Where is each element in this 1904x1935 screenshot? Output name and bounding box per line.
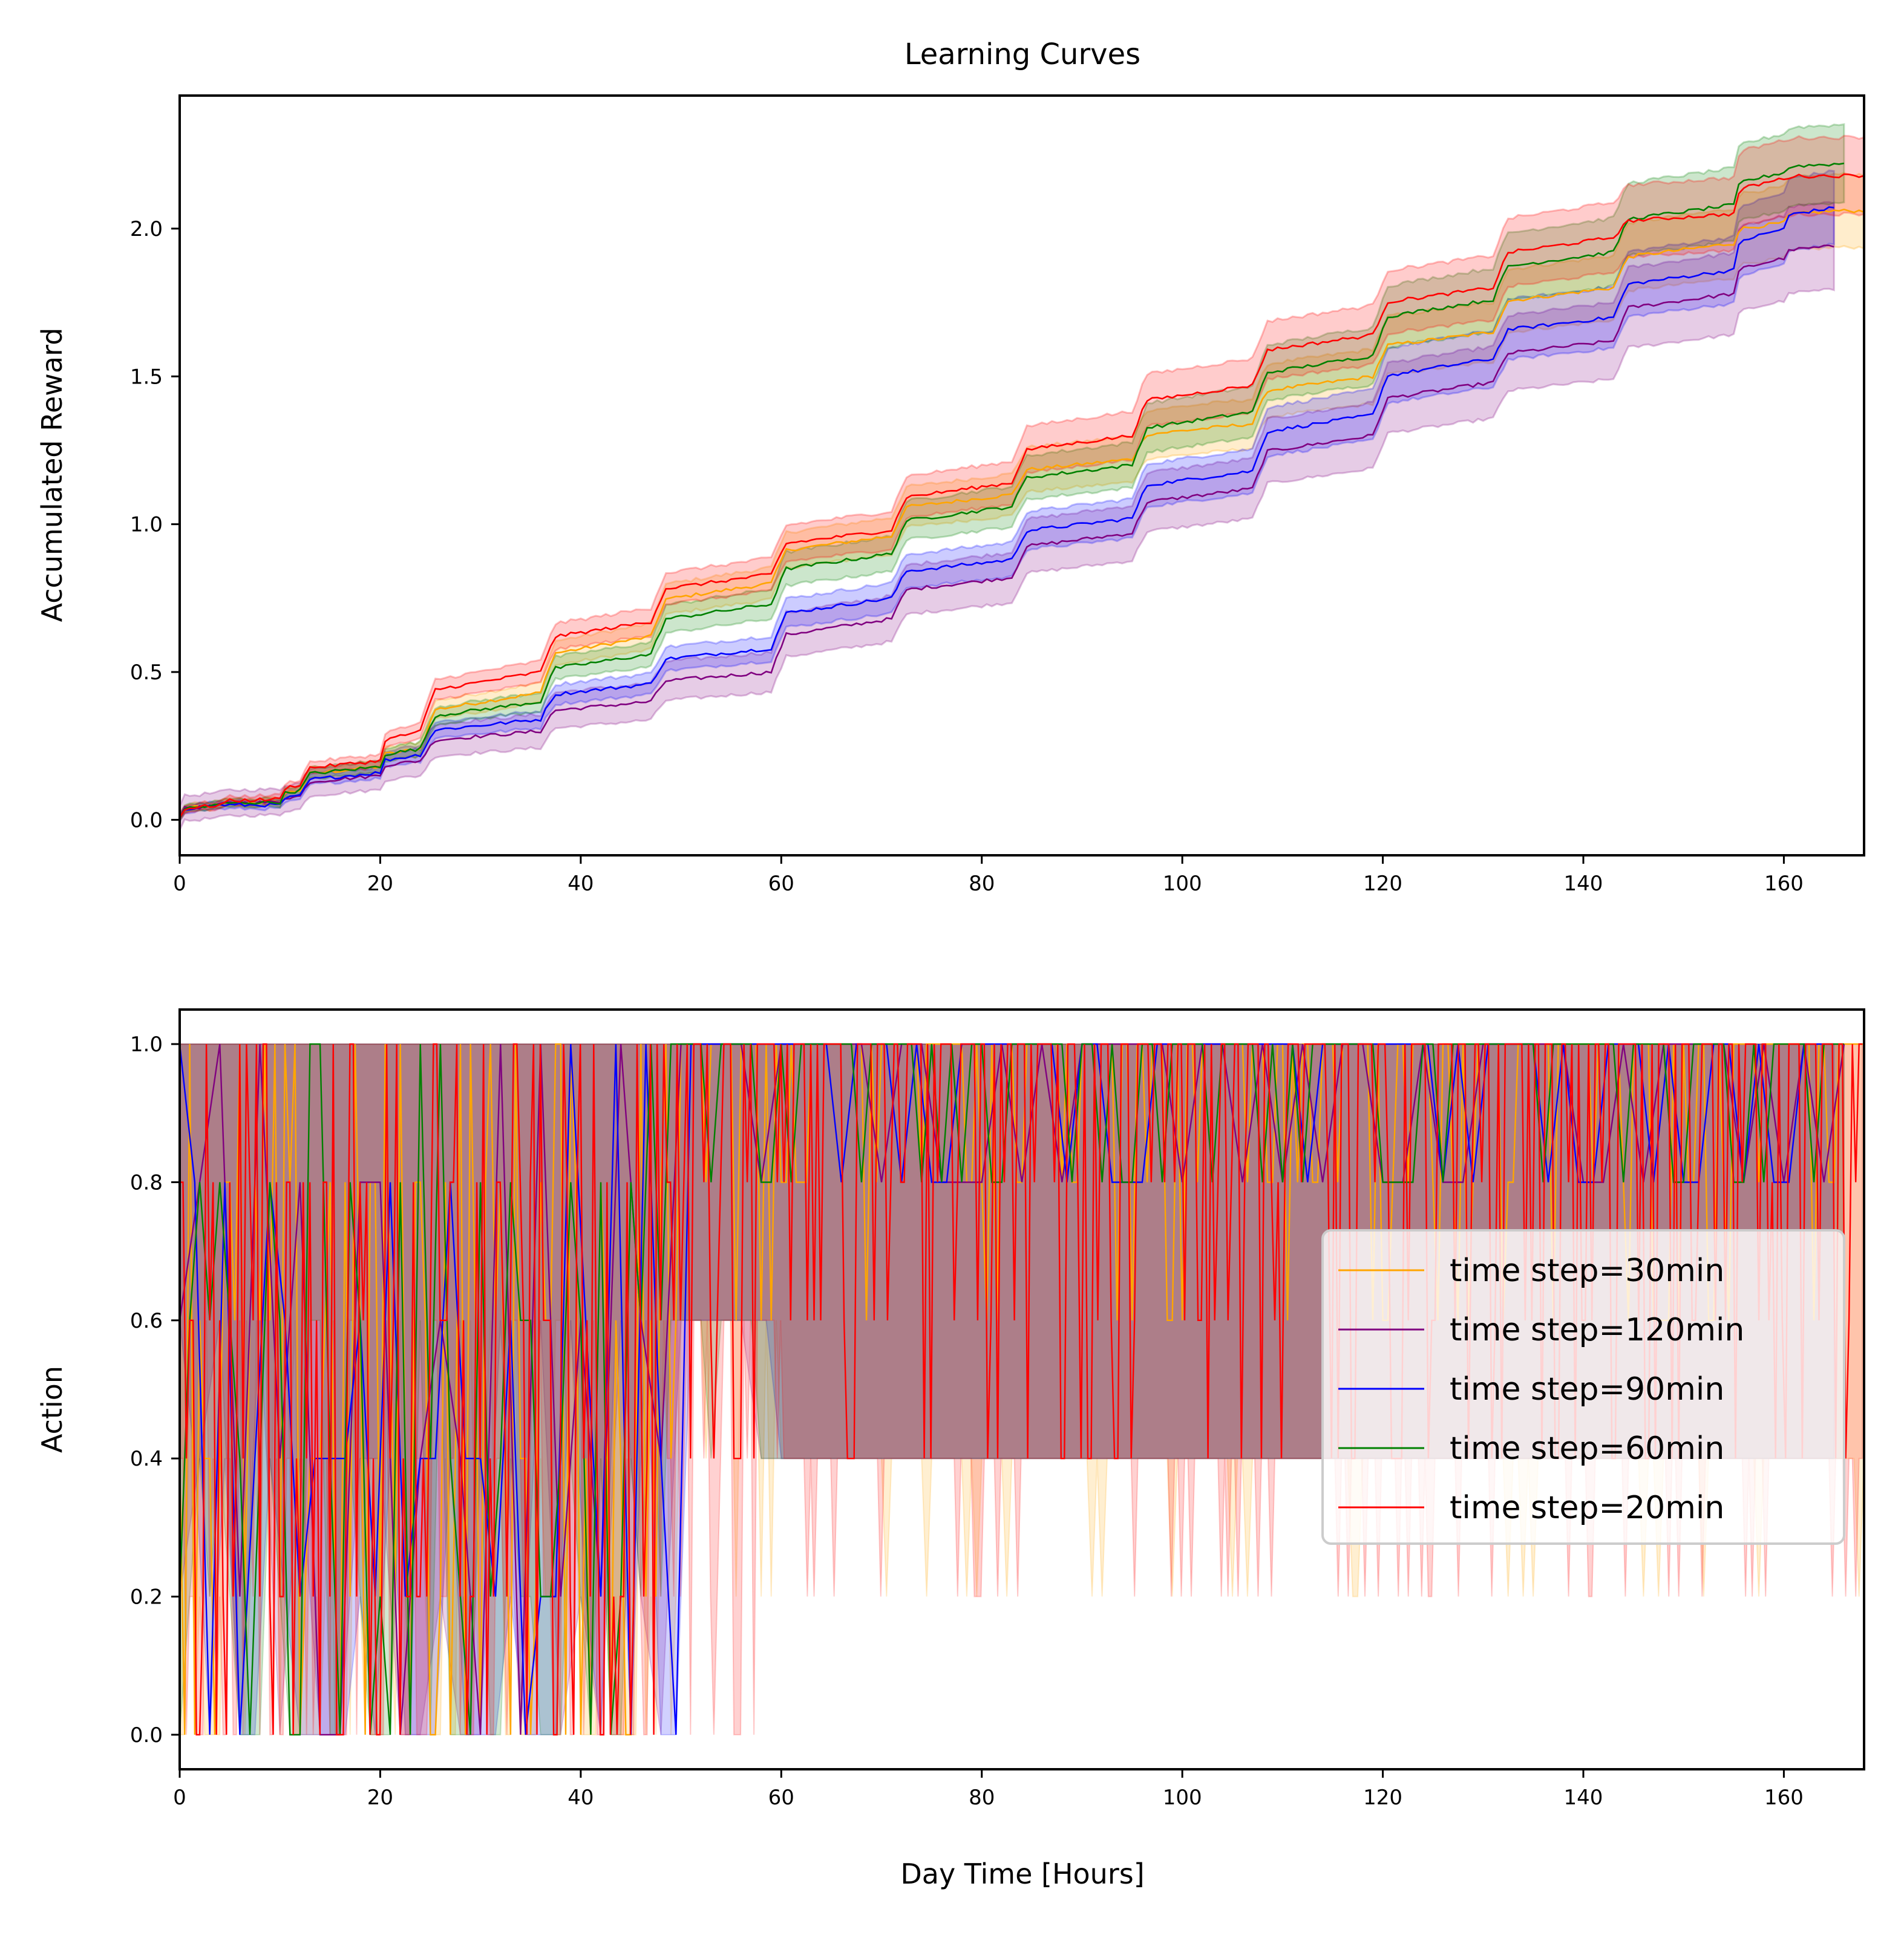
- y-tick-label: 0.6: [130, 1309, 163, 1333]
- x-tick-label: 20: [367, 1786, 393, 1810]
- series-line: [178, 1043, 1834, 1735]
- y-tick-label: 2.0: [130, 217, 163, 241]
- y-tick-label: 0.8: [130, 1170, 163, 1195]
- x-tick-label: 0: [173, 1786, 186, 1810]
- series-line: [178, 162, 1845, 818]
- x-tick-label: 60: [768, 1786, 794, 1810]
- x-tick-label: 140: [1564, 1786, 1603, 1810]
- action-chart: Day Time [Hours] Action 0 20 40 60 80 100 120 1…: [36, 1008, 1865, 1890]
- y-tick-label: 0.5: [130, 661, 163, 685]
- series-line: [178, 1043, 1844, 1736]
- y-tick-label: 0.0: [130, 808, 163, 832]
- x-tick-label: 60: [768, 872, 794, 896]
- learning-curves-chart: Learning Curves Accumulated Reward 0 20 40…: [36, 38, 1865, 896]
- confidence-band: [178, 201, 1835, 830]
- x-tick-label: 40: [568, 1786, 594, 1810]
- legend-label: time step=120min: [1450, 1312, 1744, 1348]
- plot-frame: [178, 94, 1865, 857]
- y-tick-label: 1.5: [130, 365, 163, 389]
- x-tick-label: 160: [1764, 872, 1804, 896]
- y-tick-label: 0.2: [130, 1585, 163, 1610]
- x-tick-label: 100: [1163, 872, 1202, 896]
- x-tick-label: 20: [367, 872, 393, 896]
- y-axis-label: Accumulated Reward: [36, 328, 68, 622]
- x-tick-label: 140: [1564, 872, 1603, 896]
- confidence-band: [178, 169, 1835, 824]
- x-tick-label: 120: [1363, 872, 1402, 896]
- series-line: [178, 173, 1865, 818]
- series-line: [178, 244, 1834, 819]
- x-tick-label: 120: [1363, 1786, 1402, 1810]
- legend-label: time step=30min: [1450, 1253, 1724, 1289]
- y-axis-label: Action: [36, 1366, 68, 1453]
- series-lines: [178, 162, 1865, 819]
- legend-label: time step=90min: [1450, 1371, 1724, 1408]
- y-tick-label: 1.0: [130, 1033, 163, 1057]
- legend-label: time step=60min: [1450, 1431, 1724, 1467]
- confidence-band: [178, 123, 1845, 824]
- x-tick-label: 80: [969, 872, 995, 896]
- legend: time step=30min time step=120min time step…: [1321, 1229, 1845, 1545]
- x-tick-label: 160: [1764, 1786, 1804, 1810]
- x-tick-label: 100: [1163, 1786, 1202, 1810]
- x-tick-label: 80: [969, 1786, 995, 1810]
- series-line: [178, 206, 1834, 818]
- y-tick-label: 0.0: [130, 1723, 163, 1747]
- legend-label: time step=20min: [1450, 1490, 1724, 1526]
- axis-ticks: 0 20 40 60 80 100 120 140 160 0.0 0.2 0.4 0.6 0.8 1.0: [130, 1033, 1804, 1810]
- series-line: [178, 208, 1865, 817]
- y-tick-label: 0.4: [130, 1447, 163, 1471]
- chart-title: Learning Curves: [905, 38, 1140, 71]
- plot-frame: [178, 1008, 1865, 1770]
- x-axis-label: Day Time [Hours]: [900, 1858, 1144, 1890]
- legend-box: [1321, 1229, 1845, 1545]
- axis-ticks: 0 20 40 60 80 100 120 140 160 0.0 0.5 1.0 1.5 2.0: [130, 217, 1804, 896]
- x-tick-label: 40: [568, 872, 594, 896]
- y-tick-label: 1.0: [130, 513, 163, 537]
- x-tick-label: 0: [173, 872, 186, 896]
